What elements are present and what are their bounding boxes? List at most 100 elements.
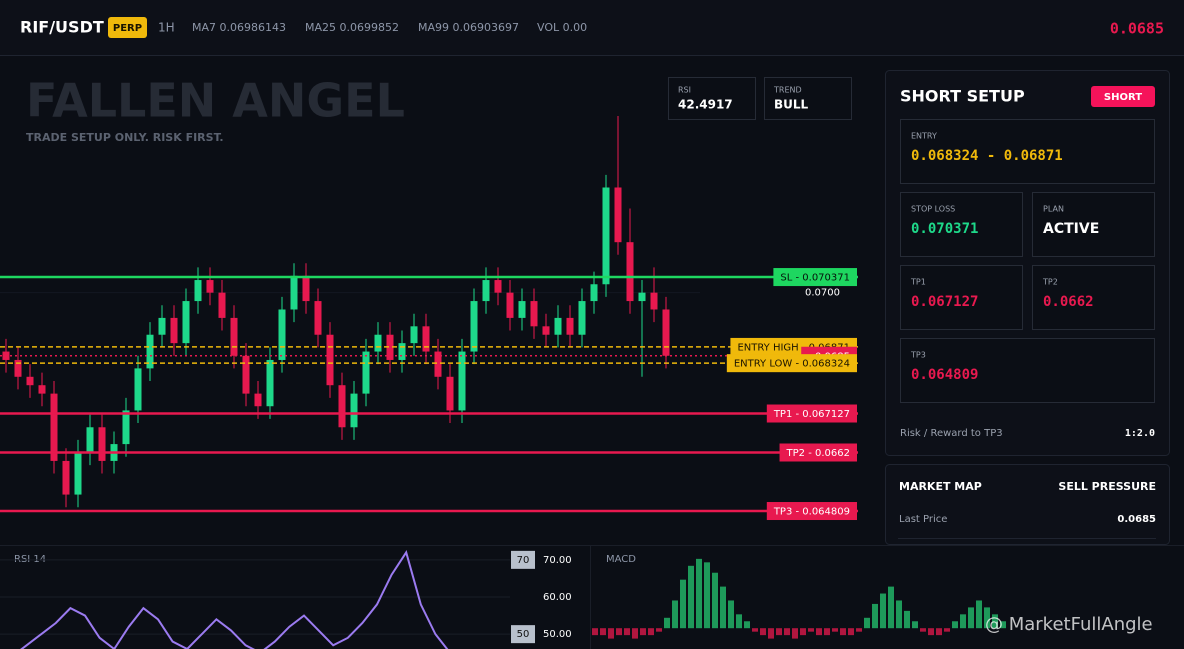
macd-bar [648,628,654,636]
stat-label: TREND [773,86,802,95]
macd-bar [664,617,670,629]
candle-body [182,301,190,344]
macd-bar [968,607,974,629]
candle-body [254,393,262,407]
macd-bar [632,628,638,639]
macd-bar [680,579,686,629]
candle-body [14,359,22,377]
macd-bar [608,628,614,639]
candle-body [62,460,70,495]
macd-bar [728,600,734,629]
candle-body [650,292,658,310]
brand-subtitle: TRADE SETUP ONLY. RISK FIRST. [26,131,224,144]
card [900,265,1023,330]
tick-badge-label: 50 [517,629,530,640]
last-price: 0.0685 [1117,514,1156,525]
macd-bar [992,614,998,629]
card-label: STOP LOSS [911,205,955,214]
candle-body [302,275,310,302]
macd-bar [896,600,902,629]
candle-body [602,187,610,285]
candle-body [398,343,406,360]
macd-bar [864,617,870,629]
rr-label: Risk / Reward to TP3 [900,428,1003,439]
level-label: TP1 - 0.067127 [773,409,850,420]
rsi-line [20,550,449,649]
level-label: TP3 - 0.064809 [773,507,850,518]
market-map-title: MARKET MAP [899,480,982,493]
macd-bar [624,628,630,636]
header-bar [0,0,1184,55]
card [1032,192,1155,257]
macd-bar [712,572,718,629]
card-label: TP1 [910,278,926,287]
interval[interactable]: 1H [158,21,175,35]
candle-body [146,334,154,369]
macd-bar [848,628,854,636]
candle-body [350,393,358,428]
candle-body [98,427,106,461]
candle-body [194,280,202,302]
macd-bar [904,610,910,629]
short-label: SHORT [1104,92,1142,103]
brand-title: FALLEN ANGEL [26,74,405,128]
macd-pane [592,558,1006,639]
tp3-value: 0.064809 [911,367,978,383]
ma99: MA99 0.06903697 [418,21,519,34]
market-map-panel [885,464,1170,545]
macd-bar [672,600,678,629]
macd-bar [640,628,646,636]
level-label: SL - 0.070371 [780,273,850,284]
level-badge [766,404,857,423]
card [1032,265,1155,330]
level-label: ENTRY HIGH - 0.06871 [737,342,850,353]
candle-body [614,187,622,243]
ma25: MA25 0.0699852 [305,21,399,34]
candle-body [374,334,382,352]
level-badge [766,502,857,521]
stat-label: RSI [678,86,691,95]
tick-badge [511,550,535,569]
candle-body [638,292,646,302]
candle-body [434,351,442,377]
candle-body [134,368,142,411]
candle-body [590,284,598,302]
candle-body [122,410,130,445]
perp-label: PERP [113,23,142,34]
ma7: MA7 0.06986143 [192,21,286,34]
macd-bar [872,603,878,629]
candle-body [446,376,454,411]
perp-badge [108,17,147,38]
macd-bar [800,628,806,636]
candle-body [170,317,178,344]
card [900,338,1155,403]
volume: VOL 0.00 [537,21,587,34]
macd-bar [704,562,710,629]
macd-bar [592,628,598,636]
macd-bar [792,628,798,639]
candle-body [410,326,418,344]
candle-body [626,242,634,302]
watermark: @ MarketFullAngle [985,614,1153,635]
macd-bar [880,593,886,629]
macd-bar [688,565,694,629]
macd-bar [976,600,982,629]
macd-bar [776,628,782,636]
candle-body [554,317,562,335]
macd-bar [656,628,662,632]
stat-value: 42.4917 [678,98,733,112]
tick-badge-label: 70 [517,555,530,566]
level-label: ENTRY LOW - 0.068324 [734,359,850,370]
candle-body [206,280,214,293]
card [900,119,1155,184]
level-badge [779,443,857,462]
header-price: 0.0685 [1110,20,1164,38]
candle-body [230,317,238,356]
plan-value: ACTIVE [1043,221,1099,237]
macd-bar [736,614,742,629]
candle-body [458,351,466,411]
sl-value: 0.070371 [911,221,978,237]
rr-value: 1:2.0 [1125,428,1155,439]
